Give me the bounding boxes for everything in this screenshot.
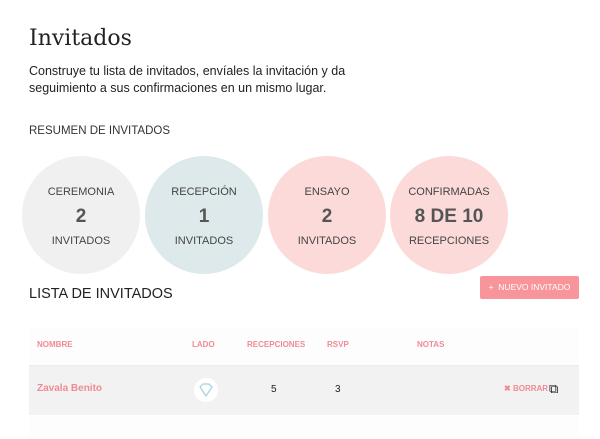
delete-button[interactable]: ✖ BORRAR — [504, 384, 548, 393]
diamond-icon — [194, 378, 218, 402]
guest-rsvp: 3 — [335, 384, 341, 395]
card-title: ENSAYO — [304, 186, 350, 198]
col-lado[interactable]: LADO — [192, 340, 215, 349]
card-unit: RECEPCIONES — [408, 235, 490, 247]
card-unit: INVITADOS — [51, 235, 111, 247]
new-guest-button[interactable]: + NUEVO INVITADO — [480, 276, 579, 299]
card-unit: INVITADOS — [297, 235, 357, 247]
card-value: 8 DE 10 — [414, 206, 484, 227]
summary-ceremonia: CEREMONIA 2 INVITADOS — [22, 156, 140, 274]
card-title: CONFIRMADAS — [408, 186, 490, 198]
table-row: Zavala Benito 5 3 ✖ BORRAR ⧉ — [29, 366, 579, 415]
col-rsvp[interactable]: RSVP — [327, 340, 349, 349]
new-guest-label: NUEVO INVITADO — [498, 282, 571, 292]
summary-label: RESUMEN DE INVITADOS — [29, 125, 170, 137]
plus-icon: + — [488, 282, 494, 292]
card-value: 1 — [198, 206, 210, 227]
card-title: CEREMONIA — [47, 186, 115, 198]
card-title: RECEPCIÓN — [171, 186, 237, 198]
table-header: NOMBRE LADO RECEPCIONES RSVP NOTAS — [29, 327, 579, 366]
summary-recepcion: RECEPCIÓN 1 INVITADOS — [145, 156, 263, 274]
delete-label: BORRAR — [512, 384, 549, 393]
card-unit: INVITADOS — [174, 235, 234, 247]
table-row — [29, 416, 579, 439]
card-value: 2 — [75, 206, 87, 227]
summary-ensayo: ENSAYO 2 INVITADOS — [268, 156, 386, 274]
close-icon: ✖ — [504, 384, 511, 393]
copy-icon[interactable]: ⧉ — [549, 381, 559, 396]
page-title: Invitados — [29, 26, 132, 51]
guest-recepciones: 5 — [271, 384, 277, 395]
page-description: Construye tu lista de invitados, envíale… — [29, 64, 346, 95]
col-nombre[interactable]: NOMBRE — [37, 340, 73, 349]
list-label: LISTA DE INVITADOS — [29, 286, 173, 302]
guest-name[interactable]: Zavala Benito — [37, 383, 103, 394]
col-recepciones[interactable]: RECEPCIONES — [247, 340, 306, 349]
summary-confirmadas: CONFIRMADAS 8 DE 10 RECEPCIONES — [390, 156, 508, 274]
col-notas[interactable]: NOTAS — [417, 340, 445, 349]
card-value: 2 — [321, 206, 333, 227]
